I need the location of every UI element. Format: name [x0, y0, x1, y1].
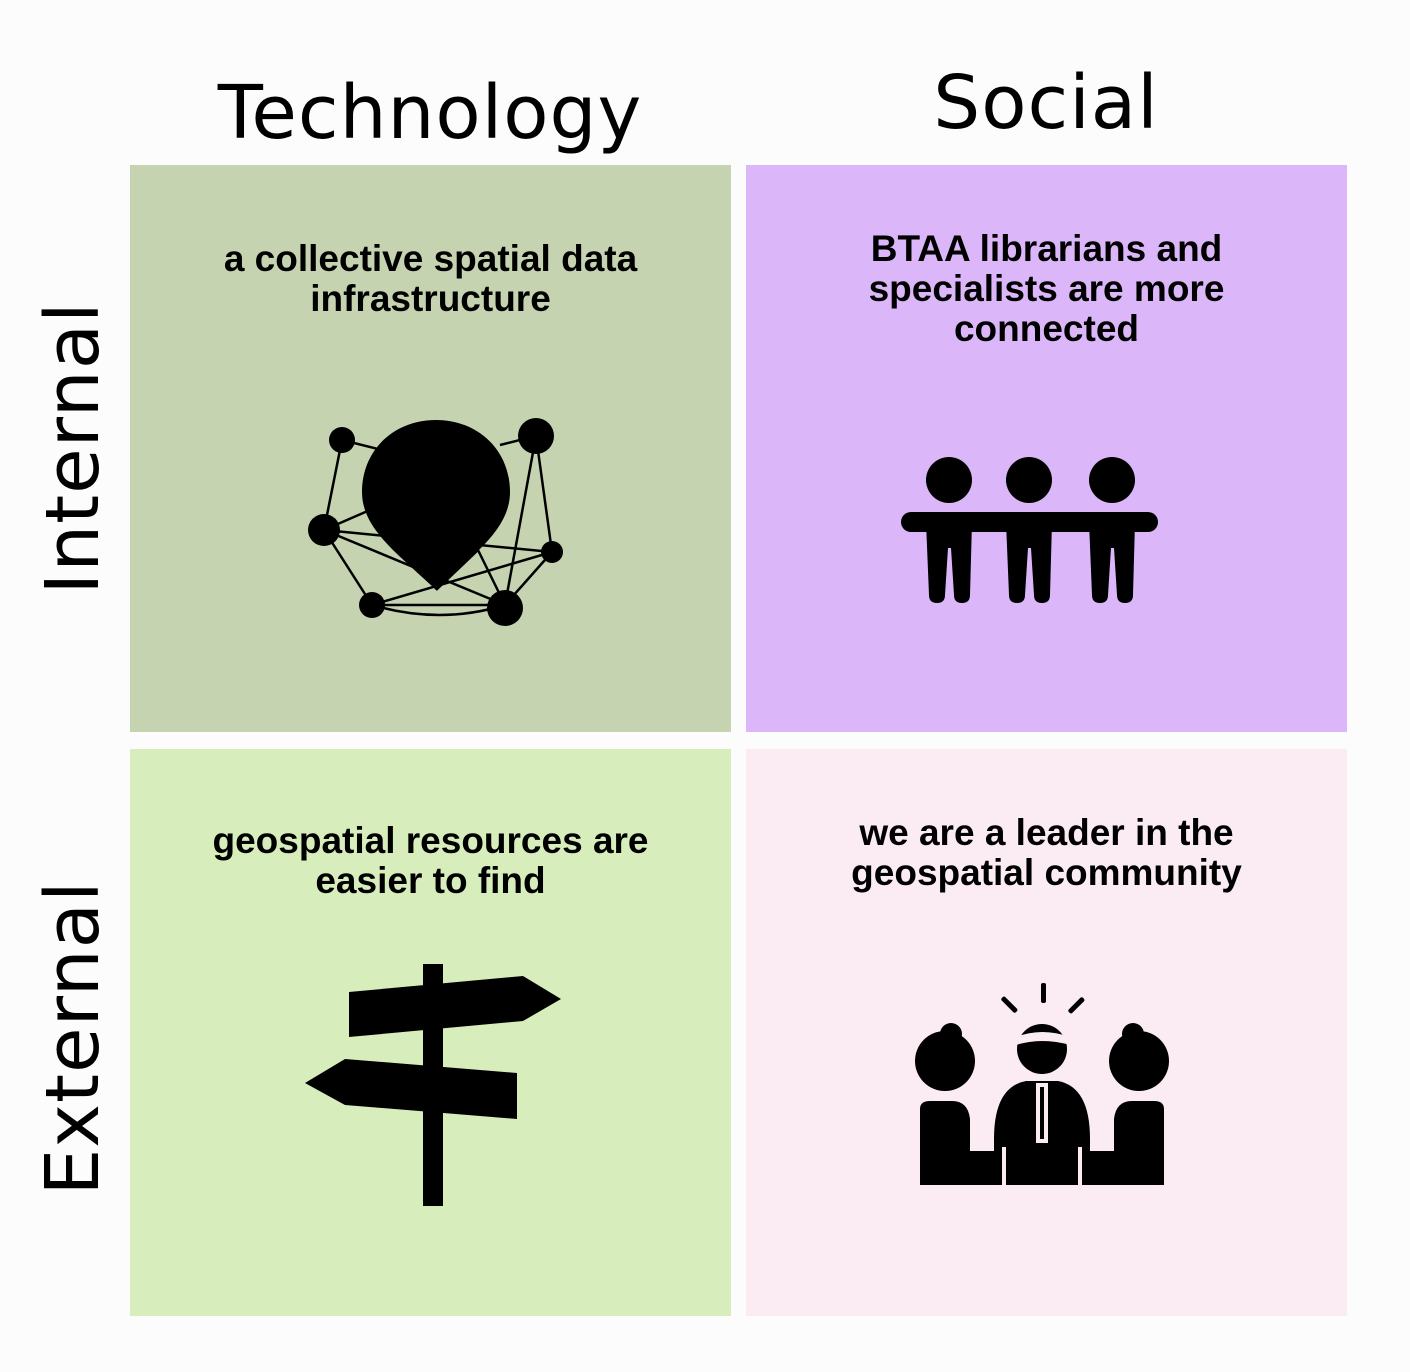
network-location-pin-icon — [308, 418, 563, 626]
quadrant-technology-internal: a collective spatial data infrastructure — [130, 165, 731, 732]
quadrant-text: we are a leader in the geospatial commun… — [851, 812, 1242, 893]
people-connected-icon — [901, 457, 1158, 603]
signpost-icon — [305, 964, 561, 1206]
column-header-social: Social — [933, 60, 1159, 146]
quadrant-social-internal: BTAA librarians and specialists are more… — [746, 165, 1347, 732]
leader-meeting-icon — [915, 983, 1169, 1185]
quadrant-text: geospatial resources are easier to find — [212, 820, 649, 901]
row-header-internal: Internal — [30, 301, 116, 595]
column-header-technology: Technology — [217, 70, 643, 156]
row-header-external: External — [30, 880, 116, 1196]
quadrant-text: BTAA librarians and specialists are more… — [868, 228, 1225, 349]
quadrant-technology-external: geospatial resources are easier to find — [130, 749, 731, 1316]
quadrant-social-external: we are a leader in the geospatial commun… — [746, 749, 1347, 1316]
quadrant-text: a collective spatial data infrastructure — [223, 238, 638, 319]
